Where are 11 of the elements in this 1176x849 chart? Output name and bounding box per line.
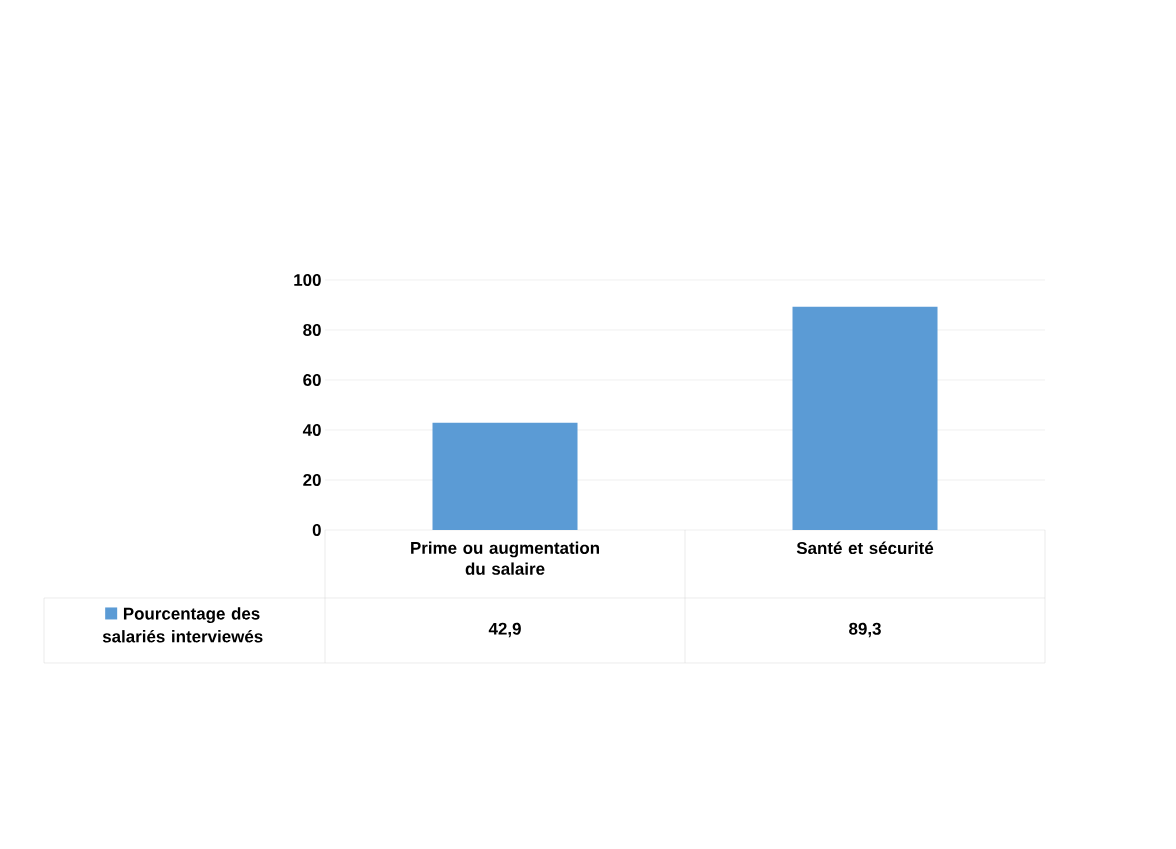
y-tick-label: 80 — [303, 323, 321, 336]
legend-label: Pourcentage des salariés interviewés — [102, 607, 263, 643]
y-tick-label: 100 — [294, 273, 321, 286]
y-tick-label: 40 — [302, 423, 321, 436]
y-tick-label: 20 — [303, 473, 321, 486]
x-tick-label: Prime ou augmentation du salaire — [411, 541, 599, 575]
y-tick-label: 0 — [312, 523, 321, 536]
x-tick-label: Santé et sécurité — [796, 541, 934, 555]
y-tick-label: 60 — [303, 373, 321, 386]
data-label: 89,3 — [849, 622, 881, 638]
data-label: 42,9 — [488, 622, 521, 638]
